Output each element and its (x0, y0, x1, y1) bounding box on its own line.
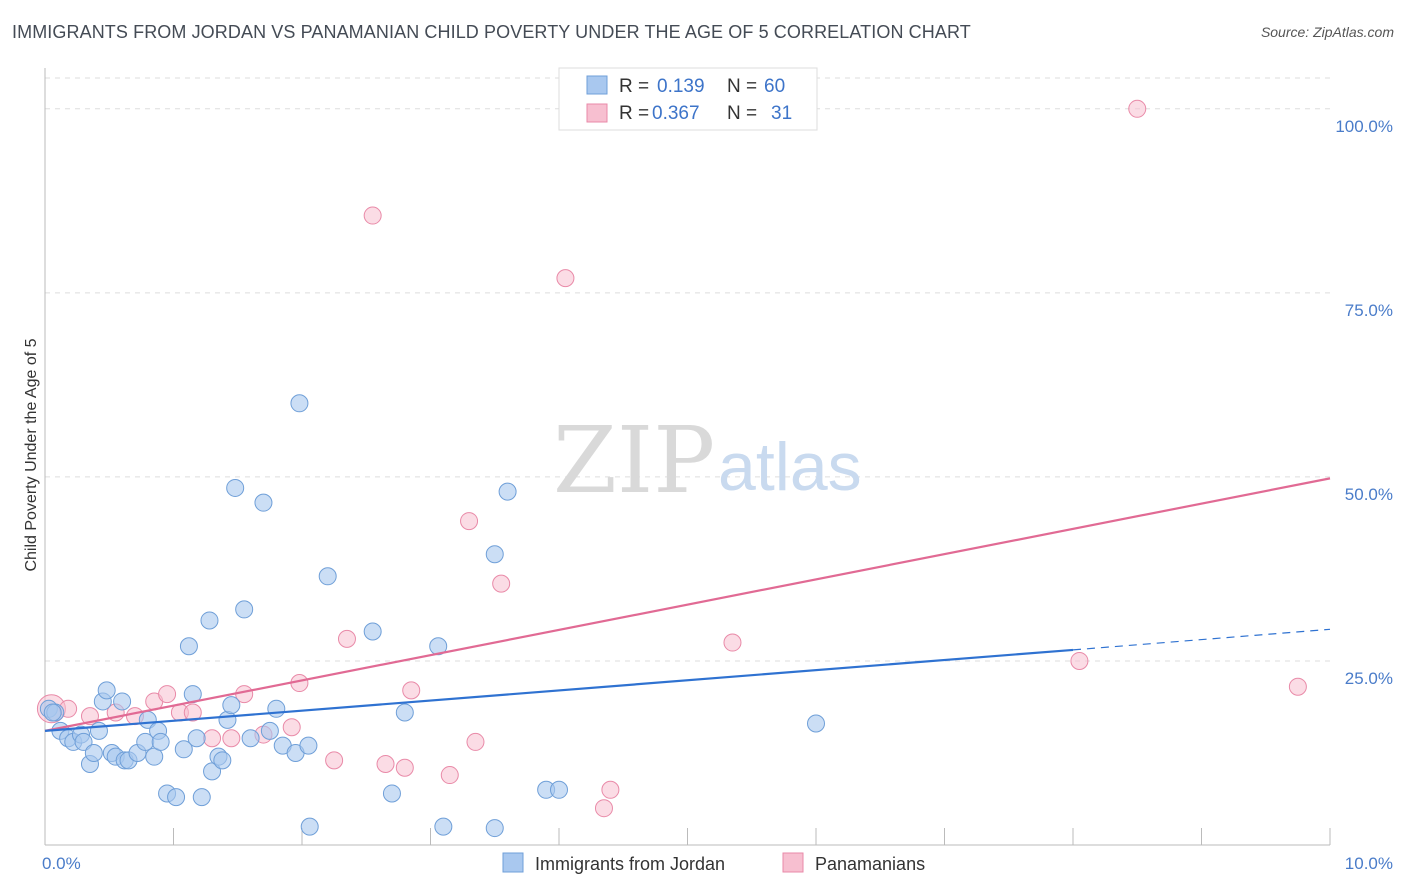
panama-swatch (586, 103, 608, 123)
y-tick-labels: 25.0% 50.0% 75.0% 100.0% (1335, 117, 1393, 688)
legend-n-label-1: N = (727, 76, 757, 97)
jordan-trend-extension (1072, 628, 1331, 651)
jordan-point-30 (200, 611, 219, 630)
legend-n-value-1: 60 (764, 76, 785, 97)
panama-point-29 (1070, 651, 1089, 670)
jordan-point-9 (89, 721, 108, 740)
panama-point-24 (492, 574, 511, 593)
legend-r-label-1: R = (619, 76, 649, 97)
y-axis-label: Child Poverty Under the Age of 5 (23, 338, 40, 571)
jordan-point-48 (363, 622, 382, 641)
y-tick-label-3: 100.0% (1335, 117, 1393, 136)
legend-jordan-label: Immigrants from Jordan (535, 854, 725, 874)
jordan-point-8 (84, 743, 103, 762)
y-tick-label-0: 25.0% (1345, 669, 1393, 688)
legend-n-value-2: 31 (771, 103, 792, 124)
panama-trend-line (44, 477, 1331, 732)
panama-point-10 (222, 729, 241, 748)
panama-point-15 (325, 751, 344, 770)
watermark-atlas: atlas (718, 429, 862, 505)
stats-legend: R = 0.139 N = 60 R = 0.367 N = 31 (558, 67, 818, 131)
jordan-point-11 (97, 681, 116, 700)
trend-lines (44, 477, 1331, 732)
jordan-point-35 (222, 696, 241, 715)
jordan-point-36 (226, 478, 245, 497)
panama-point-8 (183, 703, 202, 722)
panama-point-16 (337, 629, 356, 648)
panama-point-27 (601, 780, 620, 799)
jordan-point-54 (485, 545, 504, 564)
panama-point-9 (203, 729, 222, 748)
legend-r-label-2: R = (619, 103, 649, 124)
jordan-point-53 (485, 819, 504, 838)
panama-point-28 (723, 633, 742, 652)
panama-point-17 (363, 206, 382, 225)
jordan-point-50 (395, 703, 414, 722)
jordan-point-6 (74, 732, 93, 751)
watermark: ZIP atlas (553, 407, 862, 514)
jordan-point-37 (235, 600, 254, 619)
jordan-point-24 (167, 788, 186, 807)
jordan-point-25 (174, 740, 193, 759)
jordan-point-14 (113, 692, 132, 711)
jordan-point-29 (192, 788, 211, 807)
jordan-point-52 (434, 817, 453, 836)
y-tick-label-2: 75.0% (1345, 301, 1393, 320)
grid-lines (45, 77, 1330, 662)
jordan-point-55 (498, 482, 517, 501)
chart-title: IMMIGRANTS FROM JORDAN VS PANAMANIAN CHI… (12, 22, 971, 42)
jordan-point-33 (213, 751, 232, 770)
panama-point-19 (395, 758, 414, 777)
source-credit: Source: ZipAtlas.com (1260, 24, 1394, 40)
jordan-point-46 (300, 817, 319, 836)
jordan-point-34 (218, 710, 237, 729)
x-tick-label-0: 0.0% (42, 854, 81, 873)
x-tick-label-1: 10.0% (1345, 854, 1393, 873)
legend-r-value-1: 0.139 (657, 76, 705, 97)
series-legend: Immigrants from Jordan Panamanians (502, 852, 925, 874)
jordan-point-57 (550, 780, 568, 799)
jordan-point-26 (179, 637, 198, 656)
jordan-point-44 (290, 394, 309, 413)
panama-point-21 (440, 766, 459, 785)
panama-point-26 (594, 799, 613, 818)
jordan-point-38 (241, 729, 260, 748)
jordan-point-39 (254, 493, 273, 512)
panama-point-31 (1288, 677, 1307, 696)
jordan-point-40 (260, 721, 279, 740)
jordan-point-28 (187, 729, 206, 748)
panama-point-25 (556, 269, 575, 288)
panama-point-20 (402, 681, 421, 700)
legend-panama-swatch (782, 852, 804, 873)
jordan-point-47 (318, 567, 337, 586)
jordan-point-49 (382, 784, 401, 803)
panama-point-13 (282, 718, 301, 737)
panama-point-22 (460, 512, 479, 531)
y-tick-label-1: 50.0% (1345, 485, 1393, 504)
legend-panama-label: Panamanians (815, 854, 925, 874)
panama-point-18 (376, 755, 395, 774)
jordan-point-59 (43, 703, 62, 722)
legend-n-label-2: N = (727, 103, 757, 124)
jordan-swatch (586, 75, 608, 95)
panama-point-6 (158, 685, 177, 704)
panama-point-23 (466, 732, 485, 751)
watermark-zip: ZIP (553, 407, 715, 514)
jordan-point-41 (267, 699, 286, 718)
jordan-point-58 (807, 714, 825, 733)
x-tick-labels: 0.0% 10.0% (42, 854, 1393, 873)
jordan-trend-line (44, 648, 1074, 732)
panama-point-30 (1128, 99, 1147, 118)
jordan-point-22 (151, 732, 170, 751)
legend-r-value-2: 0.367 (652, 103, 700, 124)
jordan-point-45 (299, 736, 318, 755)
legend-jordan-swatch (502, 852, 524, 873)
series-panamanians (36, 99, 1307, 818)
